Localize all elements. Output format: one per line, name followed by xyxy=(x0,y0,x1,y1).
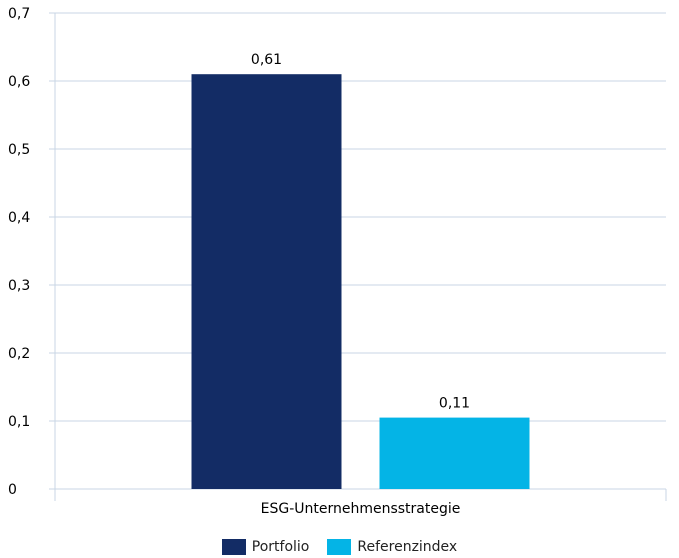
y-axis-tick-labels: 0 0,1 0,2 0,3 0,4 0,5 0,6 0,7 xyxy=(8,6,30,498)
y-tick-label: 0,4 xyxy=(8,210,30,226)
data-label-portfolio: 0,61 xyxy=(251,52,282,68)
legend-item-portfolio: Portfolio xyxy=(221,539,310,555)
y-tick-label: 0,1 xyxy=(8,414,30,430)
bar-portfolio xyxy=(191,74,342,489)
y-tick-label: 0,3 xyxy=(8,278,30,294)
gridlines xyxy=(49,12,667,501)
data-labels: 0,61 0,11 xyxy=(251,52,470,411)
legend-item-referenzindex: Referenzindex xyxy=(327,539,457,555)
legend-label-portfolio: Portfolio xyxy=(251,539,310,555)
bars xyxy=(191,74,530,489)
y-tick-label: 0,2 xyxy=(8,346,30,362)
legend-swatch-portfolio xyxy=(221,539,246,555)
category-label: ESG-Unternehmensstrategie xyxy=(261,501,461,517)
y-tick-label: 0,6 xyxy=(8,74,30,90)
data-label-referenzindex: 0,11 xyxy=(439,396,470,412)
y-tick-label: 0 xyxy=(8,482,17,498)
legend-label-referenzindex: Referenzindex xyxy=(357,539,458,555)
bar-referenzindex xyxy=(379,417,530,489)
y-tick-label: 0,5 xyxy=(8,142,30,158)
y-tick-label: 0,7 xyxy=(8,6,30,22)
legend-swatch-referenzindex xyxy=(327,539,352,555)
legend: Portfolio Referenzindex xyxy=(0,537,679,557)
